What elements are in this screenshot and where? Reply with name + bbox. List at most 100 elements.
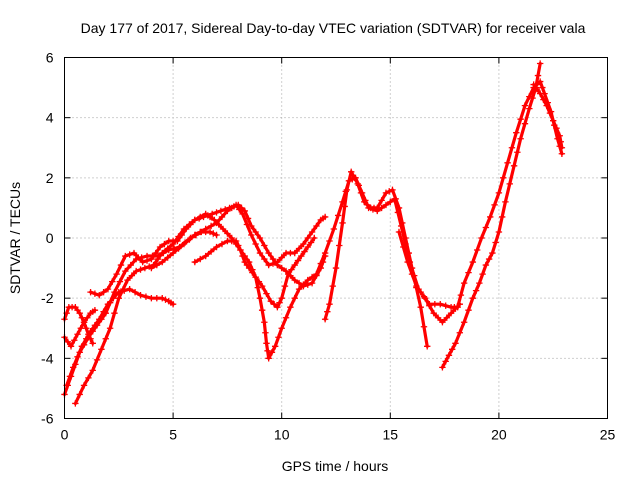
- data-point: [74, 331, 81, 338]
- data-point: [449, 346, 456, 353]
- data-point: [351, 174, 358, 182]
- data-point: [553, 124, 560, 132]
- data-point: [232, 201, 240, 209]
- data-point: [294, 257, 302, 264]
- data-point: [153, 294, 161, 302]
- data-point: [258, 307, 266, 314]
- data-point: [78, 343, 86, 350]
- data-point: [521, 120, 529, 127]
- series-trace: [323, 170, 429, 348]
- series-trace: [65, 287, 175, 387]
- plot-frame: [64, 57, 608, 419]
- data-point: [295, 279, 303, 287]
- data-point: [348, 168, 355, 176]
- data-point: [72, 400, 79, 407]
- data-point: [258, 282, 266, 290]
- data-series: [61, 60, 566, 407]
- data-point: [156, 243, 164, 251]
- data-point: [218, 213, 226, 221]
- series-track-4: [63, 285, 177, 389]
- data-point: [236, 206, 243, 213]
- series-track-8: [191, 234, 318, 311]
- data-point: [84, 314, 91, 321]
- data-point: [143, 257, 151, 264]
- series-track-2: [61, 307, 99, 350]
- data-point: [275, 334, 282, 341]
- data-point: [278, 264, 285, 272]
- data-point: [159, 249, 166, 257]
- data-point: [239, 252, 246, 260]
- y-tick-label: -2: [41, 290, 54, 306]
- data-point: [186, 236, 193, 243]
- data-point: [460, 279, 468, 287]
- data-point: [300, 240, 307, 248]
- data-point: [465, 269, 472, 276]
- data-point: [558, 144, 566, 151]
- data-point: [321, 213, 329, 221]
- data-point: [517, 135, 524, 142]
- data-point: [420, 323, 428, 330]
- series-track-11: [439, 60, 544, 371]
- data-point: [197, 255, 204, 263]
- data-point: [202, 225, 209, 233]
- data-point: [207, 248, 215, 255]
- data-point: [442, 302, 449, 309]
- data-point: [404, 258, 411, 266]
- data-point: [71, 337, 78, 344]
- data-point: [66, 373, 74, 380]
- data-point: [218, 240, 226, 248]
- y-tick-label: -4: [41, 350, 54, 366]
- data-point: [291, 261, 298, 269]
- data-point: [263, 340, 270, 347]
- data-point: [187, 221, 194, 228]
- data-point: [213, 219, 220, 227]
- data-point: [550, 117, 557, 124]
- data-point: [80, 382, 88, 389]
- data-point: [456, 300, 464, 308]
- data-point: [285, 270, 292, 278]
- data-point: [96, 291, 103, 299]
- x-tick-label: 10: [274, 427, 290, 443]
- data-point: [153, 261, 161, 269]
- data-point: [339, 219, 346, 227]
- data-point: [417, 288, 424, 296]
- data-point: [210, 230, 217, 237]
- data-point: [282, 314, 290, 321]
- data-point: [287, 303, 294, 311]
- grid-lines: [64, 57, 608, 419]
- data-point: [261, 319, 268, 326]
- data-point: [308, 279, 316, 287]
- data-point: [83, 335, 90, 342]
- data-point: [392, 195, 399, 203]
- data-point: [495, 228, 503, 236]
- x-tick-label: 20: [491, 427, 507, 443]
- data-point: [386, 188, 393, 195]
- data-point: [387, 198, 394, 206]
- data-point: [137, 291, 144, 299]
- data-point: [109, 278, 116, 285]
- data-point: [478, 234, 485, 242]
- data-point: [256, 234, 264, 242]
- y-tick-label: 2: [46, 170, 54, 186]
- data-point: [89, 367, 96, 374]
- data-point: [374, 204, 381, 212]
- data-point: [164, 245, 171, 252]
- data-point: [128, 272, 136, 279]
- data-point: [245, 264, 253, 272]
- data-point: [521, 102, 529, 109]
- data-point: [135, 254, 142, 261]
- data-point: [207, 222, 215, 230]
- data-point: [469, 258, 477, 266]
- data-point: [424, 343, 431, 350]
- data-point: [556, 132, 563, 139]
- data-point: [126, 251, 133, 258]
- data-point: [87, 288, 94, 296]
- data-point: [83, 325, 90, 332]
- data-point: [126, 285, 133, 293]
- data-point: [304, 234, 311, 242]
- data-point: [321, 252, 329, 260]
- series-track-9: [321, 168, 431, 350]
- data-point: [313, 222, 320, 230]
- data-point: [127, 261, 134, 269]
- data-point: [514, 149, 521, 156]
